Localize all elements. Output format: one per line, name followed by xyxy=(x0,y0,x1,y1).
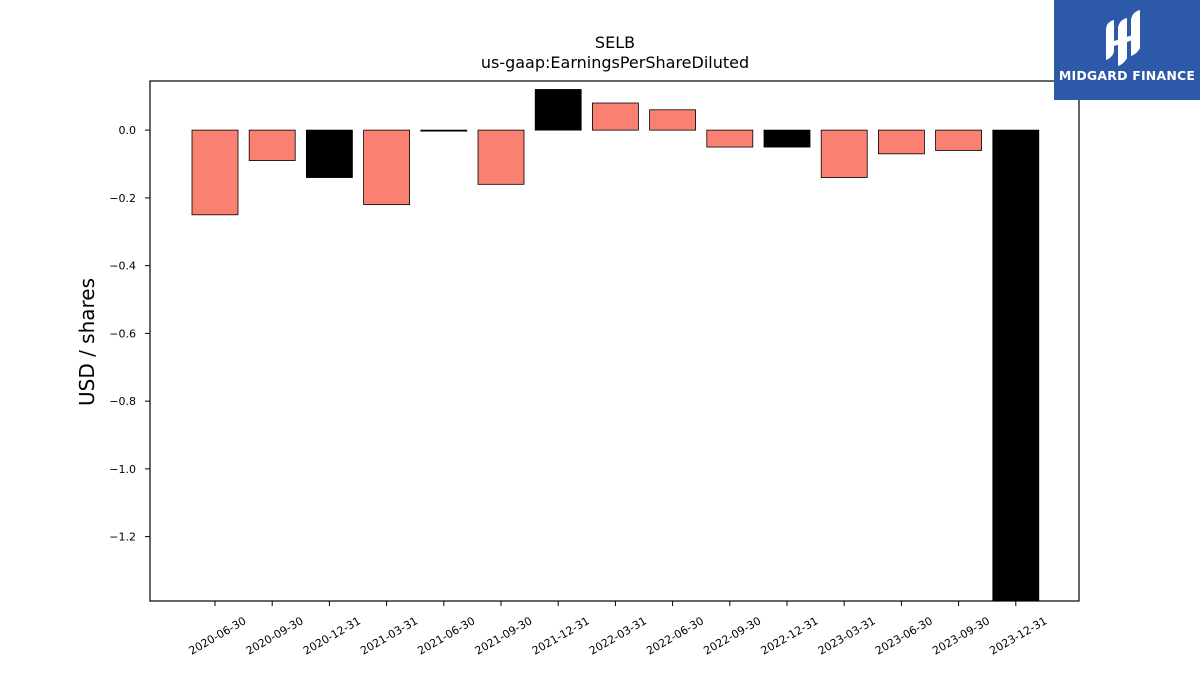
x-tick-label: 2022-03-31 xyxy=(587,614,649,657)
bar-2020-06-30 xyxy=(191,129,239,216)
y-axis-label: USD / shares xyxy=(75,278,99,406)
bar-2021-12-31 xyxy=(534,89,582,131)
brand-logo: MIDGARD FINANCE xyxy=(1054,0,1200,100)
bar-2022-06-30 xyxy=(649,109,696,131)
chart-title: SELB xyxy=(595,33,635,52)
midgard-logo-icon xyxy=(1106,10,1140,66)
y-tick-label: −1.2 xyxy=(109,531,136,544)
x-tick-label: 2020-12-31 xyxy=(301,614,363,657)
bar-2022-09-30 xyxy=(706,129,754,148)
x-tick-label: 2020-06-30 xyxy=(187,614,249,657)
y-tick-label: −0.4 xyxy=(109,260,136,273)
bar-2023-06-30 xyxy=(878,129,925,155)
bar-2021-06-30 xyxy=(420,129,468,132)
y-tick-label: −0.6 xyxy=(109,327,136,340)
y-tick-label: 0.0 xyxy=(119,124,137,137)
x-tick-label: 2023-06-30 xyxy=(873,614,935,657)
bars-group xyxy=(191,89,1040,602)
y-ticks-group: 0.0 −0.2 −0.4 −0.6 −0.8 −1.0 −1.2 xyxy=(109,124,150,544)
y-tick-label: −0.8 xyxy=(109,395,136,408)
bar-2021-03-31 xyxy=(363,129,411,206)
x-ticks-group: 2020-06-302020-09-302020-12-312021-03-31… xyxy=(187,601,1049,658)
logo-text: MIDGARD FINANCE xyxy=(1058,68,1196,83)
x-tick-label: 2020-09-30 xyxy=(244,614,306,657)
x-tick-label: 2023-03-31 xyxy=(816,614,878,657)
bar-2020-12-31 xyxy=(305,129,353,178)
x-tick-label: 2023-12-31 xyxy=(987,614,1049,657)
y-tick-label: −1.0 xyxy=(109,463,136,476)
x-tick-label: 2021-09-30 xyxy=(473,614,535,657)
x-tick-label: 2022-12-31 xyxy=(759,614,821,657)
bar-2023-03-31 xyxy=(820,129,868,178)
bar-2022-12-31 xyxy=(763,129,811,148)
chart-subtitle: us-gaap:EarningsPerShareDiluted xyxy=(481,53,749,72)
x-tick-label: 2022-06-30 xyxy=(644,614,706,657)
plot-frame xyxy=(149,80,1080,602)
x-tick-label: 2023-09-30 xyxy=(930,614,992,657)
bar-2022-03-31 xyxy=(592,102,639,131)
x-tick-label: 2021-06-30 xyxy=(415,614,477,657)
x-tick-label: 2022-09-30 xyxy=(701,614,763,657)
bar-2020-09-30 xyxy=(248,129,296,162)
bar-2023-12-31 xyxy=(992,129,1040,602)
bar-2021-09-30 xyxy=(477,129,525,185)
x-tick-label: 2021-12-31 xyxy=(530,614,592,657)
y-tick-label: −0.2 xyxy=(109,192,136,205)
x-tick-label: 2021-03-31 xyxy=(358,614,420,657)
bar-2023-09-30 xyxy=(935,129,982,151)
